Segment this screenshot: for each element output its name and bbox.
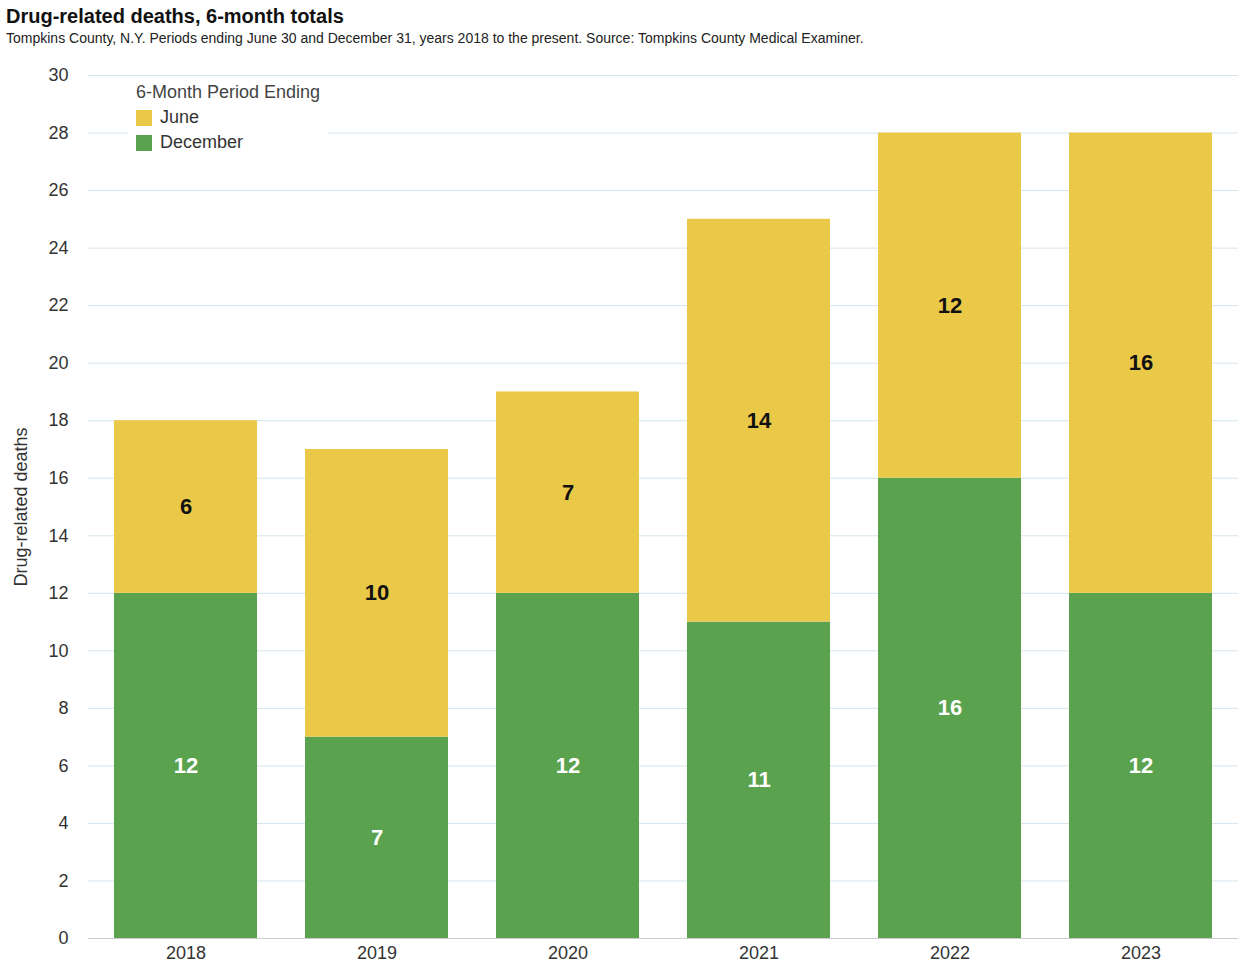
svg-text:7: 7: [371, 825, 383, 850]
svg-text:2019: 2019: [357, 943, 397, 963]
svg-text:26: 26: [48, 180, 68, 200]
html-text:6-Month Period Ending: 6-Month Period Ending: [136, 82, 321, 102]
svg-text:16: 16: [1129, 350, 1153, 375]
svg-text:2023: 2023: [1121, 943, 1161, 963]
svg-text:22: 22: [48, 295, 68, 315]
svg-text:28: 28: [48, 123, 68, 143]
svg-text:11: 11: [747, 767, 770, 792]
svg-text:2020: 2020: [548, 943, 588, 963]
svg-text:2: 2: [58, 871, 68, 891]
html-text:Tompkins County, N.Y. Periods: Tompkins County, N.Y. Periods ending Jun…: [6, 30, 864, 46]
svg-text:18: 18: [48, 410, 68, 430]
svg-text:12: 12: [48, 583, 68, 603]
svg-text:24: 24: [48, 238, 68, 258]
svg-text:4: 4: [58, 813, 68, 833]
html-text:Drug-related deaths, 6-month t: Drug-related deaths, 6-month totals: [6, 5, 344, 27]
svg-text:16: 16: [48, 468, 68, 488]
svg-text:14: 14: [747, 408, 772, 433]
svg-text:6: 6: [180, 494, 192, 519]
svg-text:12: 12: [556, 753, 580, 778]
svg-text:14: 14: [48, 526, 68, 546]
svg-text:12: 12: [174, 753, 198, 778]
svg-text:12: 12: [938, 293, 962, 318]
svg-text:7: 7: [562, 480, 574, 505]
svg-text:20: 20: [48, 353, 68, 373]
svg-text:6: 6: [58, 756, 68, 776]
svg-text:8: 8: [58, 698, 68, 718]
svg-text:10: 10: [48, 641, 68, 661]
svg-text:10: 10: [365, 580, 389, 605]
svg-text:Drug-related deaths: Drug-related deaths: [11, 427, 31, 586]
html-text:December: December: [160, 132, 243, 152]
svg-text:16: 16: [938, 695, 962, 720]
svg-text:2022: 2022: [930, 943, 970, 963]
svg-text:12: 12: [1129, 753, 1153, 778]
html-text:June: June: [160, 107, 199, 127]
svg-text:30: 30: [48, 65, 68, 85]
svg-text:2021: 2021: [739, 943, 779, 963]
svg-text:0: 0: [58, 928, 68, 948]
svg-text:2018: 2018: [166, 943, 206, 963]
